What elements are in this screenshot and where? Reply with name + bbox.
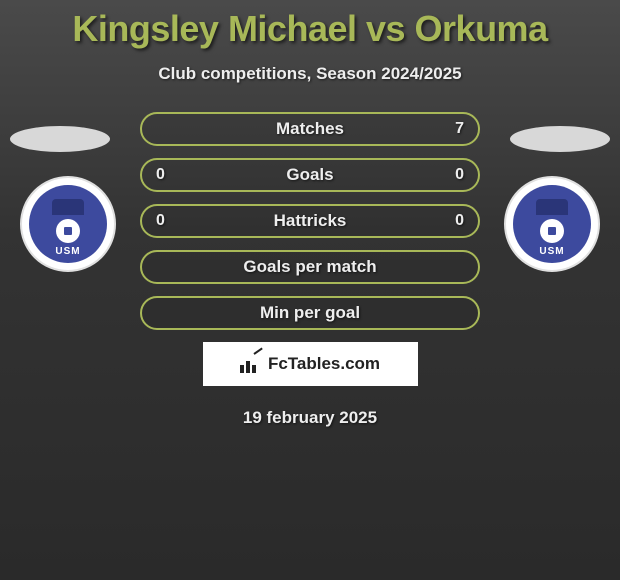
logo-text: FcTables.com: [268, 354, 380, 374]
subtitle: Club competitions, Season 2024/2025: [0, 64, 620, 84]
stat-right-value: 7: [424, 120, 464, 138]
stat-right-value: 0: [424, 212, 464, 230]
badge-inner-left: USM: [29, 185, 107, 263]
stat-label: Matches: [196, 119, 424, 139]
stat-label: Min per goal: [196, 303, 424, 323]
comparison-main: USM USM Matches 7 0 Goals 0 0 Hattricks …: [0, 112, 620, 428]
player-marker-right: [510, 126, 610, 152]
badge-text-right: USM: [539, 246, 564, 257]
stats-container: Matches 7 0 Goals 0 0 Hattricks 0 Goals …: [140, 112, 480, 330]
badge-text-left: USM: [55, 246, 80, 257]
stat-row-hattricks: 0 Hattricks 0: [140, 204, 480, 238]
stat-left-value: 0: [156, 212, 196, 230]
source-logo: FcTables.com: [203, 342, 418, 386]
chart-icon: [240, 355, 262, 373]
page-title: Kingsley Michael vs Orkuma: [0, 0, 620, 50]
stat-label: Hattricks: [196, 211, 424, 231]
stat-left-value: 0: [156, 166, 196, 184]
stat-label: Goals: [196, 165, 424, 185]
stat-row-goals-per-match: Goals per match: [140, 250, 480, 284]
badge-inner-right: USM: [513, 185, 591, 263]
stat-row-matches: Matches 7: [140, 112, 480, 146]
date-text: 19 february 2025: [0, 408, 620, 428]
player-marker-left: [10, 126, 110, 152]
stat-row-goals: 0 Goals 0: [140, 158, 480, 192]
stat-right-value: 0: [424, 166, 464, 184]
stat-label: Goals per match: [196, 257, 424, 277]
club-badge-right: USM: [504, 176, 600, 272]
stat-row-min-per-goal: Min per goal: [140, 296, 480, 330]
club-badge-left: USM: [20, 176, 116, 272]
